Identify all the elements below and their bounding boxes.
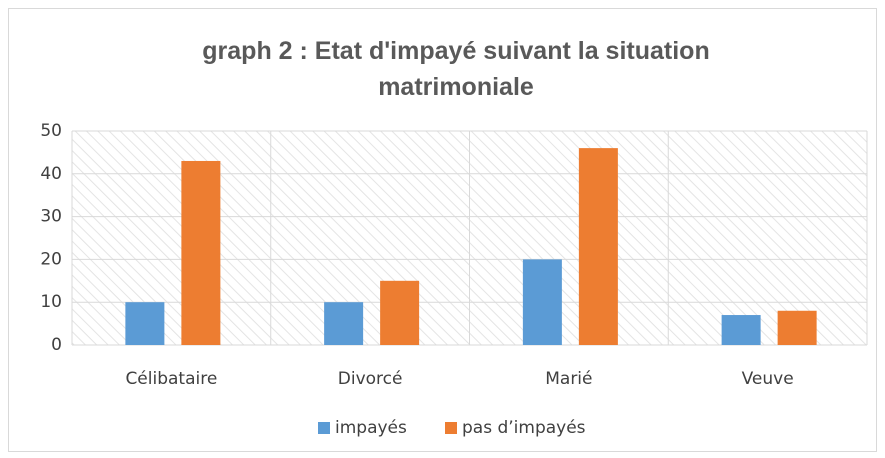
bar	[522, 259, 562, 345]
y-tick-label: 20	[40, 249, 62, 269]
x-tick-label: Célibataire	[125, 369, 217, 389]
x-tick-label: Divorcé	[338, 369, 403, 389]
x-tick-label: Veuve	[742, 369, 794, 389]
y-tick-label: 30	[40, 207, 62, 227]
legend-label: impayés	[335, 418, 407, 438]
bar	[578, 148, 618, 345]
legend-swatch	[318, 422, 330, 434]
bar	[380, 280, 420, 345]
bar	[324, 302, 364, 345]
y-tick-label: 40	[40, 164, 62, 184]
y-tick-label: 0	[51, 335, 62, 355]
y-tick-label: 50	[40, 121, 62, 141]
y-tick-label: 10	[40, 292, 62, 312]
legend-label: pas d’impayés	[462, 418, 586, 438]
legend-swatch	[445, 422, 457, 434]
bar	[777, 310, 817, 345]
bar	[181, 160, 221, 345]
bar	[721, 315, 761, 345]
chart-title: graph 2 : Etat d'impayé suivant la situa…	[202, 37, 709, 101]
bar	[125, 302, 165, 345]
x-tick-label: Marié	[545, 369, 592, 389]
